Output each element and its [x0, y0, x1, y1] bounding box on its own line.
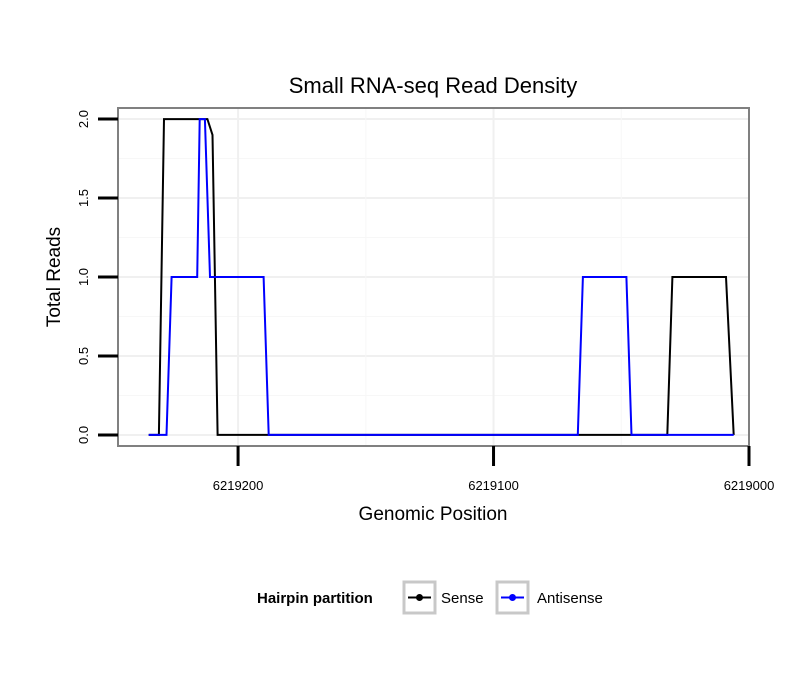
legend-label: Antisense — [537, 590, 603, 607]
axes: 0.0 0.5 1.0 1.5 2.0 6219200 6219100 6219000 — [76, 110, 774, 493]
y-axis-title: Total Reads — [44, 227, 65, 327]
legend-key-point — [509, 594, 516, 601]
legend: Hairpin partition Sense Antisense — [257, 580, 603, 615]
chart-title: Small RNA-seq Read Density — [289, 73, 578, 98]
y-tick-label: 2.0 — [76, 110, 91, 128]
legend-item-sense: Sense — [402, 580, 484, 615]
y-tick-label: 1.0 — [76, 268, 91, 286]
x-axis-title: Genomic Position — [359, 504, 508, 525]
series-line-sense — [148, 118, 735, 436]
legend-item-antisense: Antisense — [495, 580, 603, 615]
y-tick-label: 0.5 — [76, 347, 91, 365]
x-tick-label: 6219200 — [213, 478, 264, 493]
x-tick-label: 6219000 — [724, 478, 775, 493]
x-tick-label: 6219100 — [468, 478, 519, 493]
y-tick-label: 1.5 — [76, 189, 91, 207]
y-tick-label: 0.0 — [76, 426, 91, 444]
legend-key-point — [416, 594, 423, 601]
series-layer — [148, 118, 735, 436]
legend-label: Sense — [441, 590, 484, 607]
legend-title: Hairpin partition — [257, 590, 373, 607]
series-line-antisense — [148, 118, 734, 436]
